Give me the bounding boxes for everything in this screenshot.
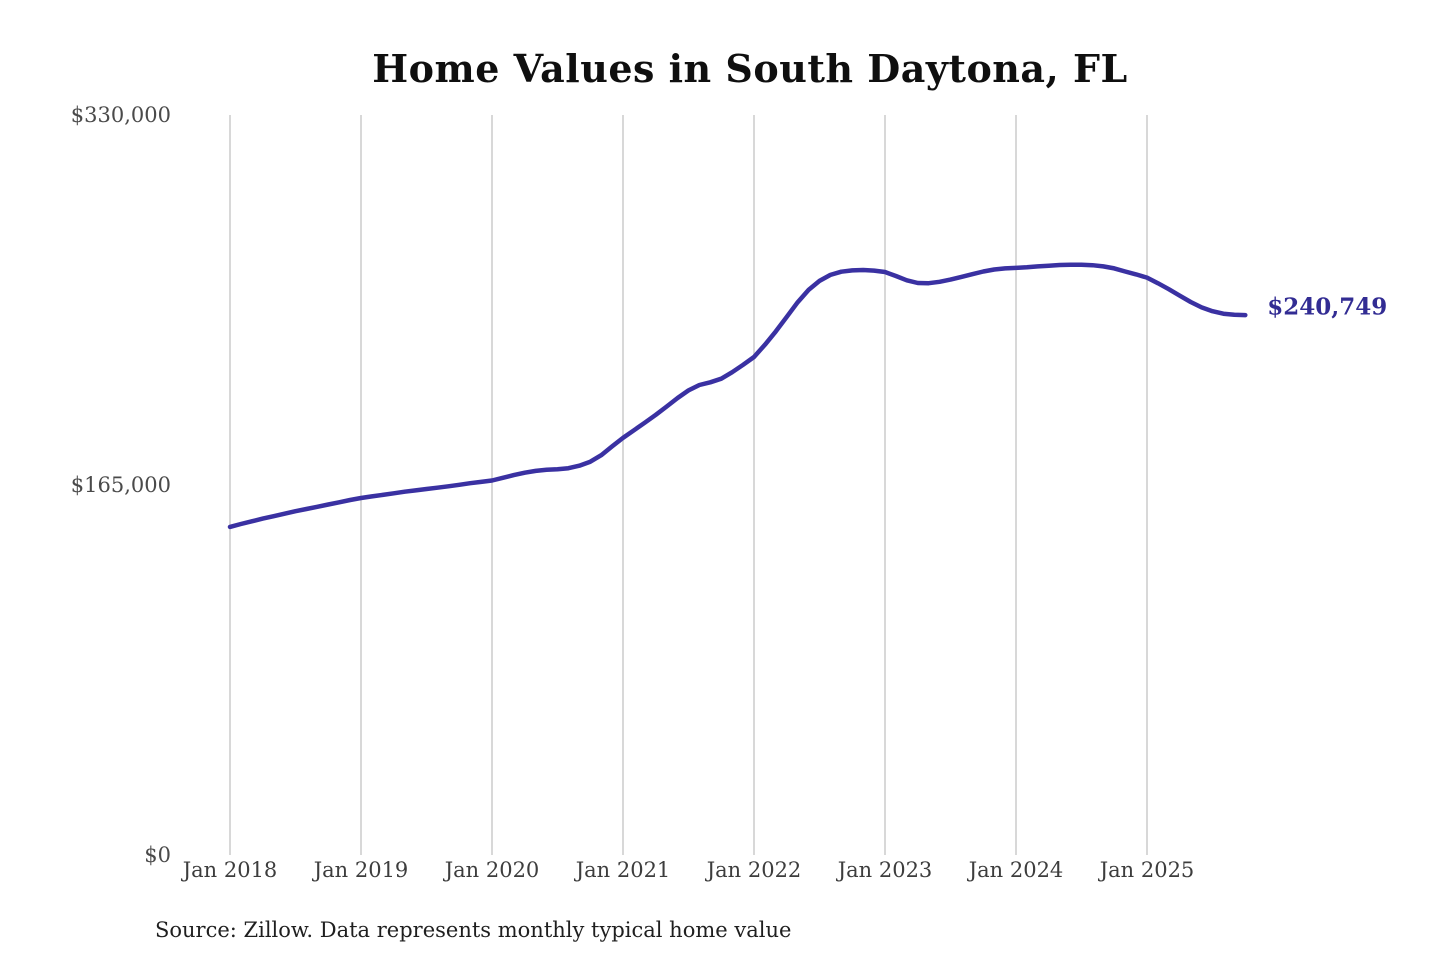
- chart-title: Home Values in South Daytona, FL: [372, 46, 1128, 91]
- home-value-line-series: [227, 262, 1248, 530]
- latest-value-label: $240,749: [1267, 293, 1388, 321]
- x-axis-tick-label: Jan 2019: [313, 858, 409, 882]
- x-axis-tick-label: Jan 2018: [182, 858, 278, 882]
- x-axis-tick-label: Jan 2020: [444, 858, 540, 882]
- x-axis-tick-label: Jan 2023: [837, 858, 933, 882]
- y-axis-tick-label-330000: $330,000: [70, 103, 171, 127]
- y-axis-tick-label-0: $0: [144, 843, 171, 867]
- x-axis-tick-label: Jan 2025: [1099, 858, 1195, 882]
- x-axis-tick-label: Jan 2022: [706, 858, 802, 882]
- y-axis-tick-label-165000: $165,000: [70, 473, 171, 497]
- source-note: Source: Zillow. Data represents monthly …: [155, 918, 792, 942]
- x-axis-tick-label: Jan 2021: [575, 858, 671, 882]
- x-axis-tick-label: Jan 2024: [968, 858, 1064, 882]
